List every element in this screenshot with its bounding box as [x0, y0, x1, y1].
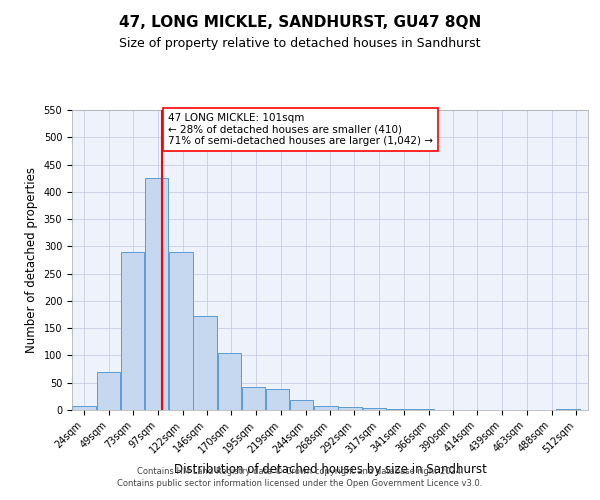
Bar [73, 406, 96, 410]
Bar [121, 252, 144, 410]
Text: Size of property relative to detached houses in Sandhurst: Size of property relative to detached ho… [119, 38, 481, 51]
Bar [145, 178, 169, 410]
X-axis label: Distribution of detached houses by size in Sandhurst: Distribution of detached houses by size … [173, 463, 487, 476]
Bar [169, 252, 193, 410]
Text: 47 LONG MICKLE: 101sqm
← 28% of detached houses are smaller (410)
71% of semi-de: 47 LONG MICKLE: 101sqm ← 28% of detached… [168, 112, 433, 146]
Bar [314, 406, 338, 410]
Bar [218, 352, 241, 410]
Bar [362, 408, 386, 410]
Bar [193, 316, 217, 410]
Bar [290, 400, 313, 410]
Text: 47, LONG MICKLE, SANDHURST, GU47 8QN: 47, LONG MICKLE, SANDHURST, GU47 8QN [119, 15, 481, 30]
Bar [266, 390, 289, 410]
Text: Contains HM Land Registry data © Crown copyright and database right 2024.: Contains HM Land Registry data © Crown c… [137, 467, 463, 476]
Bar [338, 408, 362, 410]
Y-axis label: Number of detached properties: Number of detached properties [25, 167, 38, 353]
Text: Contains public sector information licensed under the Open Government Licence v3: Contains public sector information licen… [118, 478, 482, 488]
Bar [97, 372, 120, 410]
Bar [242, 386, 265, 410]
